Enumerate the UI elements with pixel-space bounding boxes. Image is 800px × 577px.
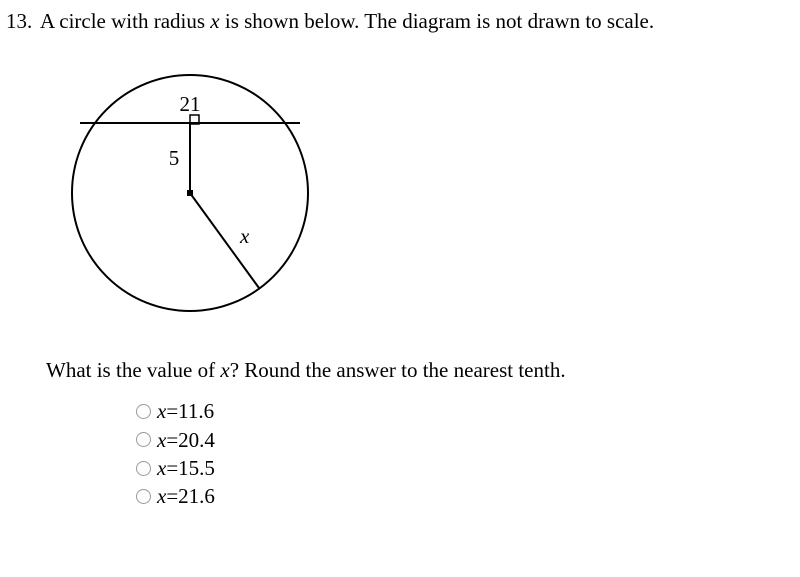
- radio-icon[interactable]: [136, 489, 151, 504]
- option-eq: =: [166, 426, 178, 454]
- option-var: x: [157, 426, 166, 454]
- option-d[interactable]: x = 21.6: [136, 482, 790, 510]
- option-eq: =: [166, 482, 178, 510]
- prompt-post: ? Round the answer to the nearest tenth.: [230, 358, 566, 382]
- option-var: x: [157, 397, 166, 425]
- svg-text:x: x: [239, 224, 250, 248]
- option-val: 11.6: [178, 397, 214, 425]
- option-b[interactable]: x = 20.4: [136, 426, 790, 454]
- option-c[interactable]: x = 15.5: [136, 454, 790, 482]
- prompt-pre: What is the value of: [46, 358, 220, 382]
- page: 13. A circle with radius x is shown belo…: [0, 0, 800, 521]
- option-val: 15.5: [178, 454, 215, 482]
- option-var: x: [157, 482, 166, 510]
- diagram: 21 5 x: [60, 63, 790, 328]
- radio-icon[interactable]: [136, 461, 151, 476]
- option-val: 20.4: [178, 426, 215, 454]
- stem-post: is shown below. The diagram is not drawn…: [220, 9, 655, 33]
- stem-var: x: [210, 9, 219, 33]
- prompt: What is the value of x? Round the answer…: [46, 358, 790, 383]
- question-stem: 13. A circle with radius x is shown belo…: [6, 8, 790, 35]
- option-val: 21.6: [178, 482, 215, 510]
- question-number: 13.: [6, 8, 40, 35]
- circle-diagram-svg: 21 5 x: [60, 63, 330, 323]
- option-a[interactable]: x = 11.6: [136, 397, 790, 425]
- radio-icon[interactable]: [136, 432, 151, 447]
- stem-pre: A circle with radius: [40, 9, 210, 33]
- prompt-var: x: [220, 358, 229, 382]
- answer-options: x = 11.6 x = 20.4 x = 15.5 x = 21.6: [136, 397, 790, 510]
- radio-icon[interactable]: [136, 404, 151, 419]
- svg-text:5: 5: [169, 146, 180, 170]
- question-text: A circle with radius x is shown below. T…: [40, 8, 790, 35]
- option-eq: =: [166, 454, 178, 482]
- option-var: x: [157, 454, 166, 482]
- option-eq: =: [166, 397, 178, 425]
- svg-text:21: 21: [180, 92, 201, 116]
